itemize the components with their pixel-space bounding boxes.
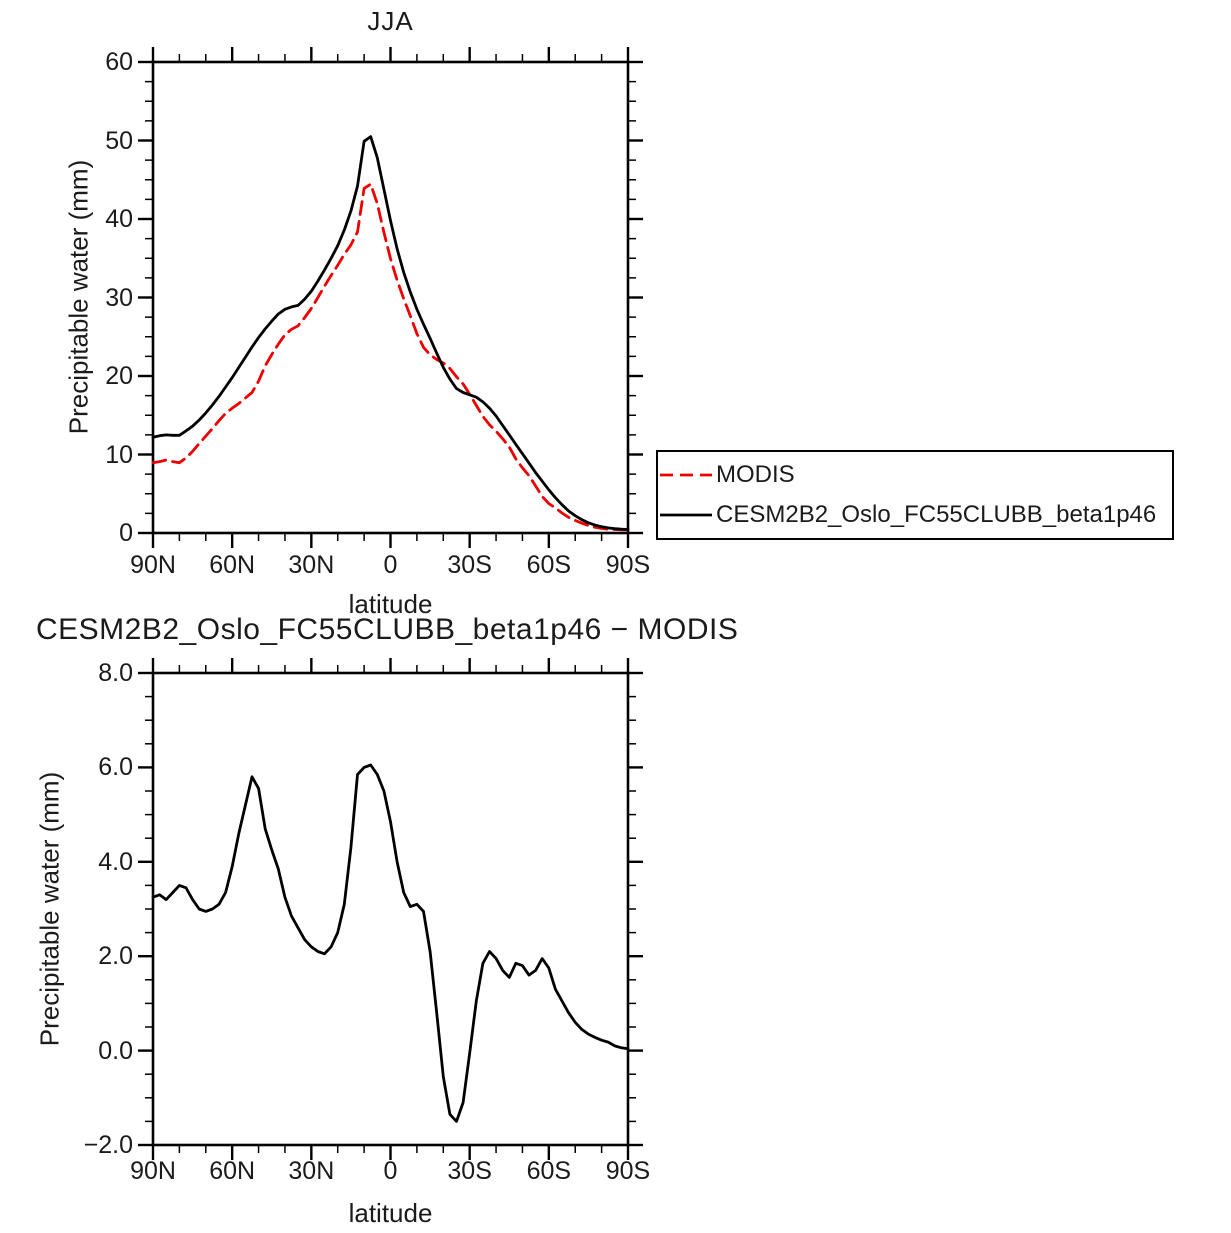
chart1-x-tick-label: 0: [383, 551, 398, 579]
legend-box: [656, 450, 1174, 540]
chart2-x-tick-label: 60N: [209, 1157, 256, 1185]
chart1-y-tick-label: 60: [105, 48, 133, 76]
chart1-y-tick-label: 40: [105, 205, 133, 233]
chart1-y-tick-label: 20: [105, 362, 133, 390]
chart1-y-tick-label: 30: [105, 283, 133, 312]
chart2-x-tick-label: 30N: [288, 1157, 335, 1185]
chart2-y-axis-title: Precipitable water (mm): [34, 771, 65, 1047]
chart2-x-tick-label: 60S: [526, 1157, 572, 1185]
chart2-x-tick-label: 0: [383, 1157, 398, 1185]
chart2-y-tick-label: 2.0: [98, 942, 133, 971]
curve-modis: [151, 182, 630, 532]
chart1-x-tick-label: 90S: [605, 551, 651, 579]
chart1-y-tick-label: 10: [105, 440, 133, 469]
chart2-y-tick-label: −2.0: [83, 1131, 133, 1159]
chart1-x-tick-label: 60N: [209, 551, 256, 579]
legend-label-modis: MODIS: [716, 461, 795, 488]
legend-label-cesm: CESM2B2_Oslo_FC55CLUBB_beta1p46: [716, 501, 1157, 528]
chart2-y-tick-label: 6.0: [98, 753, 133, 782]
chart2-x-tick-label: 90S: [605, 1157, 651, 1185]
chart2-y-tick-label: 0.0: [98, 1036, 133, 1065]
chart1-x-tick-label: 90N: [130, 551, 176, 579]
chart1-x-tick-label: 30N: [288, 551, 335, 579]
chart1-x-tick-label: 30S: [447, 551, 492, 579]
chart2-x-tick-label: 90N: [130, 1157, 176, 1185]
chart1-title: JJA: [367, 6, 414, 36]
chart2-title: CESM2B2_Oslo_FC55CLUBB_beta1p46 − MODIS: [36, 613, 739, 646]
chart1-y-tick-label: 50: [105, 126, 133, 155]
chart1-x-tick-label: 60S: [526, 551, 572, 579]
curve-cesm2b2-oslo-fc55clubb-beta1p46-modis: [151, 763, 630, 1123]
chart2-x-tick-label: 30S: [447, 1157, 492, 1185]
curve-cesm2b2-oslo-fc55clubb-beta1p46: [151, 135, 630, 531]
chart1-x-axis-title: latitude: [348, 589, 433, 619]
chart1-y-tick-label: 0: [119, 519, 133, 547]
chart2-y-tick-label: 8.0: [98, 659, 133, 687]
chart2-y-tick-label: 4.0: [98, 847, 133, 876]
chart2-x-axis-title: latitude: [348, 1198, 433, 1228]
